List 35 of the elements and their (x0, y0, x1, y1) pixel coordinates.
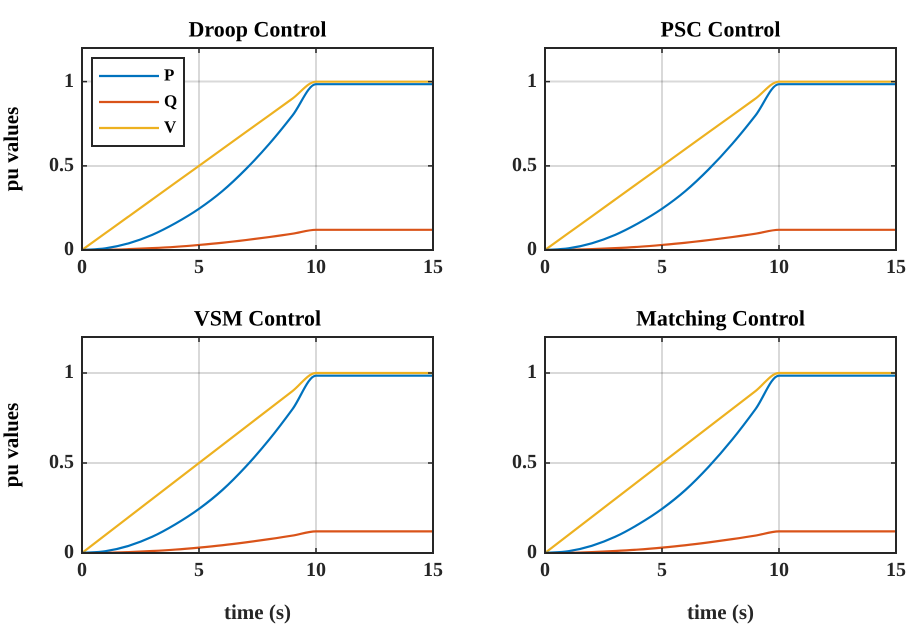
legend-label: Q (164, 91, 178, 110)
y-tick-label: 0.5 (512, 451, 537, 474)
x-tick-label: 5 (194, 256, 204, 278)
y-tick-label: 0.5 (49, 451, 74, 474)
y-tick-label: 0 (64, 541, 74, 564)
legend-label: V (164, 117, 177, 136)
y-axis-title: pu values (0, 106, 24, 192)
x-tick-label: 10 (769, 559, 789, 582)
x-tick-label: 15 (886, 256, 906, 278)
x-tick-label: 5 (657, 256, 667, 278)
x-tick-label: 10 (769, 256, 789, 278)
x-axis-title: time (s) (224, 600, 292, 624)
y-tick-label: 1 (527, 361, 537, 384)
chart-title: VSM Control (194, 306, 322, 331)
x-tick-label: 15 (423, 559, 443, 582)
x-tick-label: 15 (886, 559, 906, 582)
chart-title: Matching Control (636, 306, 805, 331)
y-tick-label: 1 (64, 70, 74, 92)
y-tick-label: 0 (527, 238, 537, 260)
x-tick-label: 10 (306, 256, 326, 278)
y-tick-label: 1 (527, 70, 537, 92)
x-tick-label: 5 (657, 559, 667, 582)
chart-title: Droop Control (188, 16, 326, 42)
y-axis-title: pu values (0, 402, 24, 488)
x-tick-label: 15 (423, 256, 443, 278)
legend-label: P (164, 65, 174, 84)
x-tick-label: 10 (306, 559, 326, 582)
y-tick-label: 0 (527, 541, 537, 564)
y-tick-label: 0.5 (512, 154, 537, 176)
y-tick-label: 0 (64, 238, 74, 260)
y-tick-label: 1 (64, 361, 74, 384)
x-axis-title: time (s) (686, 600, 754, 624)
chart-title: PSC Control (660, 16, 780, 42)
y-tick-label: 0.5 (49, 154, 74, 176)
x-tick-label: 5 (194, 559, 204, 582)
